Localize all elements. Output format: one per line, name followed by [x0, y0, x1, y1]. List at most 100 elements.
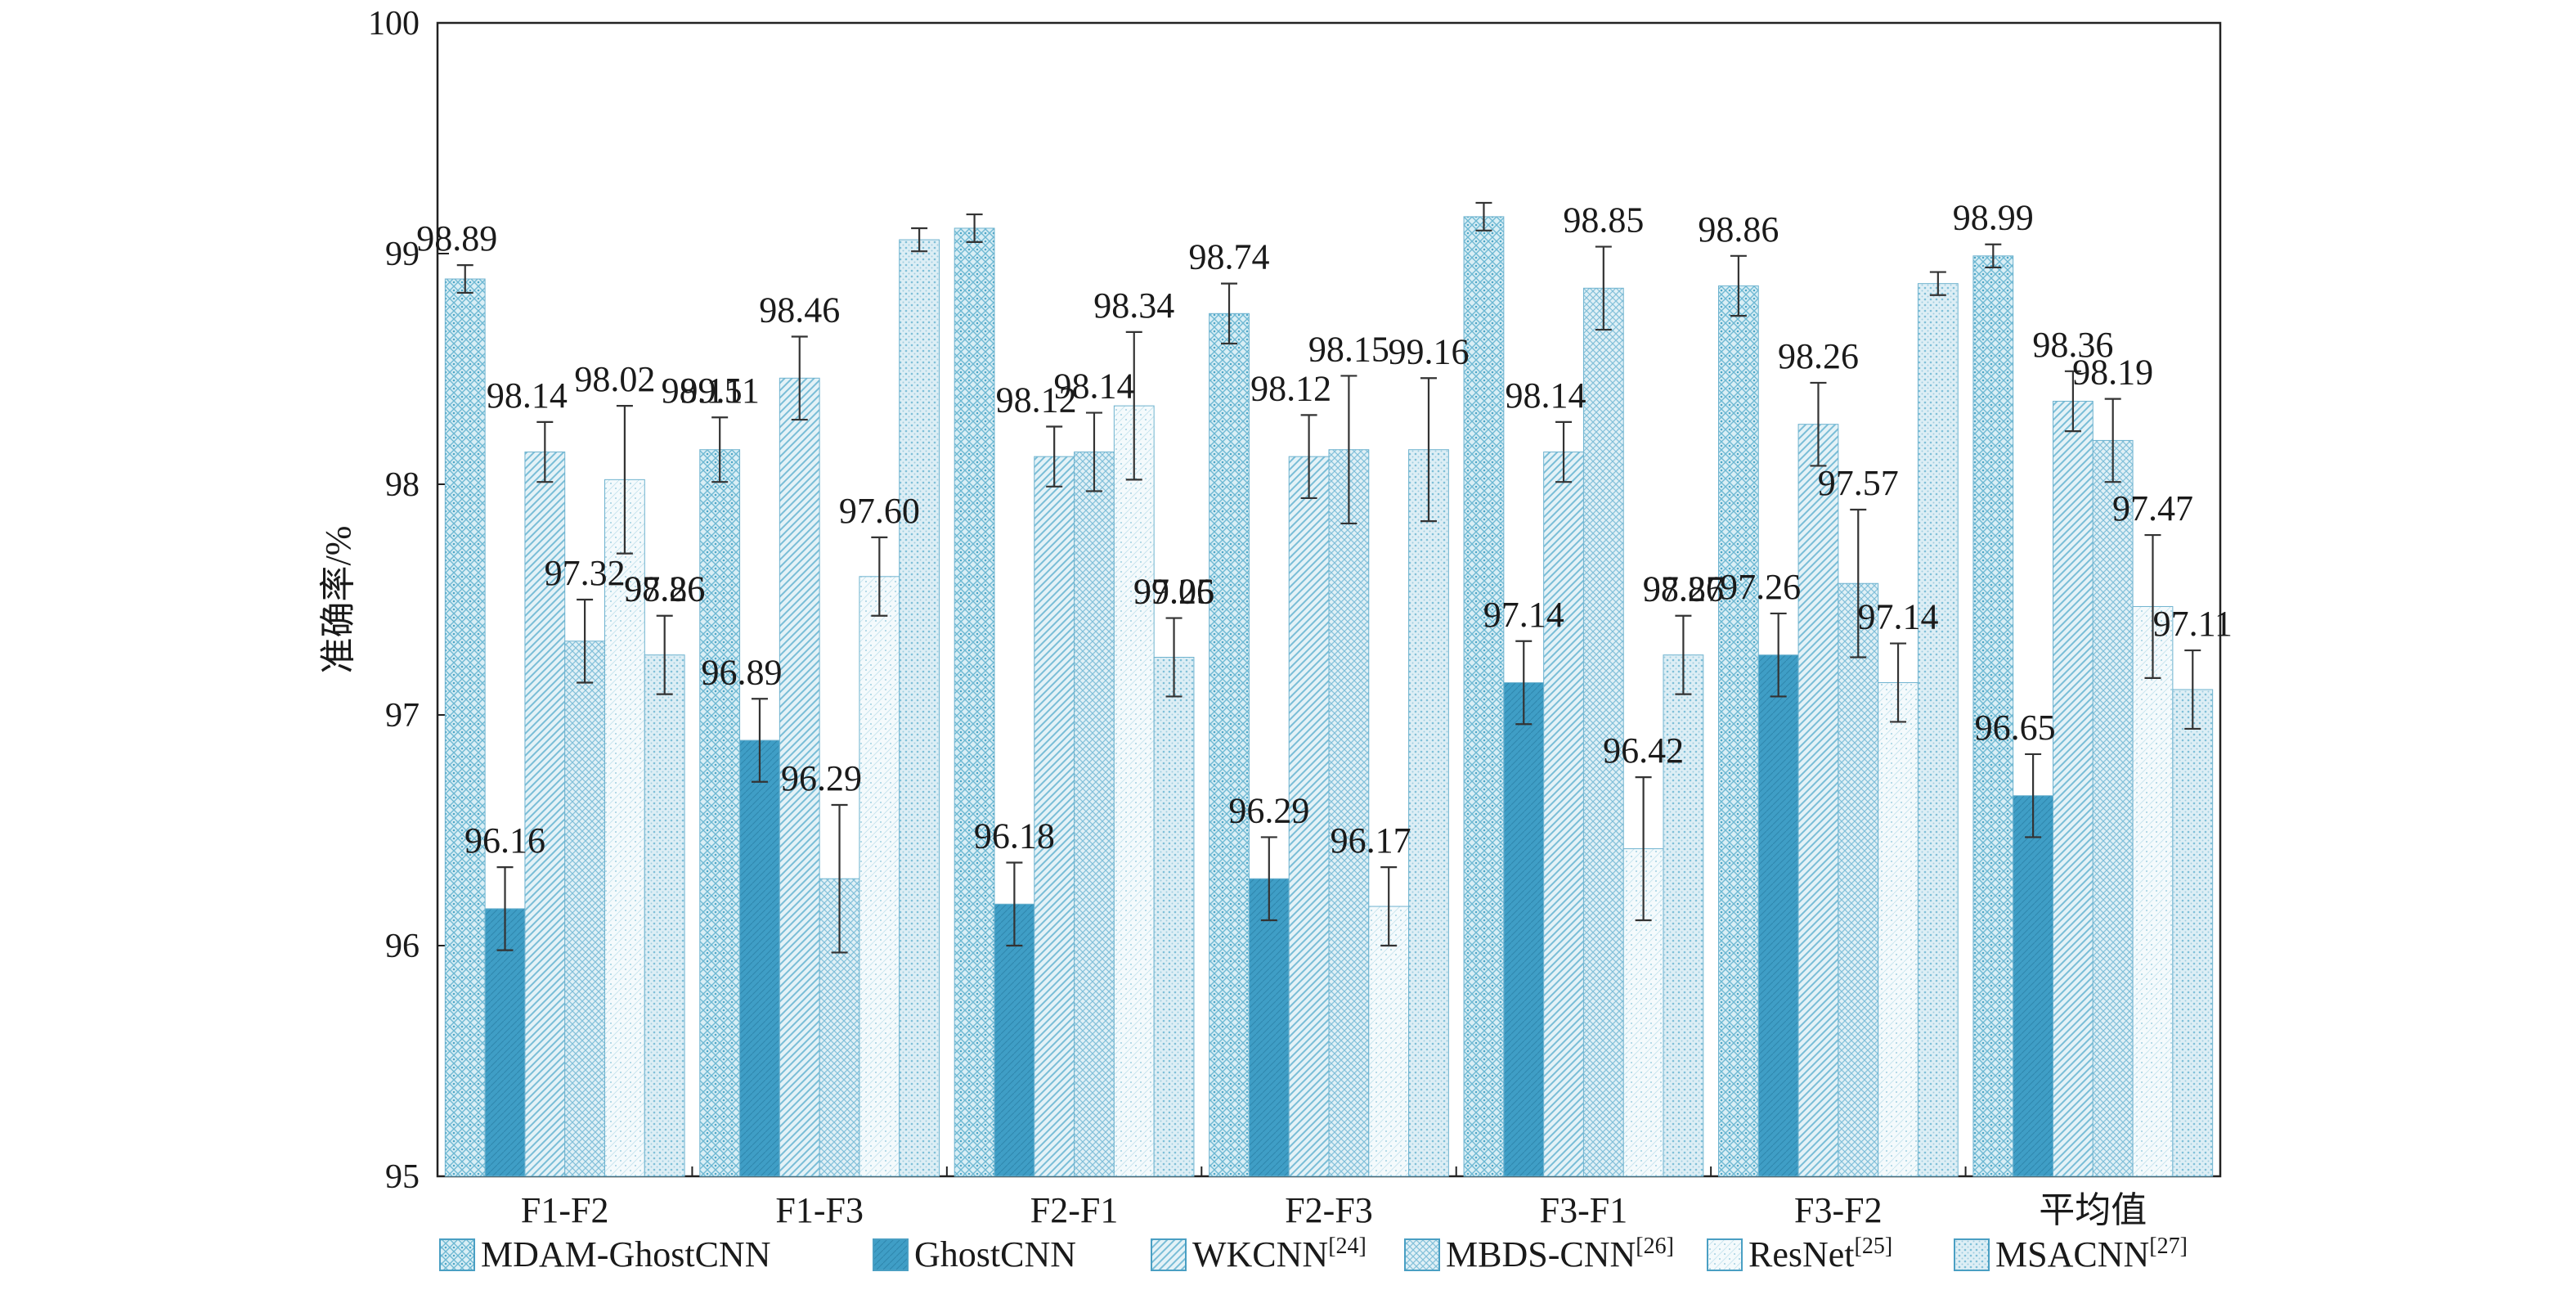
error-bar: [1340, 375, 1358, 525]
legend-label: MSACNN[27]: [1995, 1234, 2188, 1274]
data-label: 98.86: [1698, 209, 1779, 249]
bar-ghostcnn: [2013, 795, 2053, 1177]
bar-ghostcnn: [1757, 654, 1799, 1177]
bar-resnet: [1113, 405, 1155, 1177]
legend-item-wkcnn: WKCNN[24]: [1151, 1234, 1367, 1274]
data-label: 98.12: [996, 380, 1077, 420]
y-tick-label: 100: [368, 5, 420, 43]
error-bar: [791, 335, 808, 421]
error-bar: [1085, 411, 1102, 492]
data-label: 96.65: [1975, 708, 2056, 748]
data-label: 97.11: [2153, 604, 2233, 644]
error-bar: [616, 405, 633, 555]
bar-mbds-cnn: [564, 641, 606, 1177]
data-label: 98.87: [1643, 569, 1724, 609]
error-bar: [1260, 836, 1277, 922]
bar-wkcnn: [2052, 400, 2094, 1177]
data-label: 98.46: [759, 290, 840, 330]
error-bar: [1850, 508, 1867, 658]
data-label: 99.16: [1388, 331, 1469, 371]
error-bar: [656, 614, 673, 695]
y-tick-label: 95: [385, 1158, 420, 1196]
bar-msacnn: [1917, 283, 1959, 1177]
error-bar: [1675, 614, 1692, 695]
y-axis-title: 准确率/%: [318, 526, 358, 674]
error-bar: [2064, 370, 2081, 433]
data-label: 97.32: [545, 553, 626, 593]
legend-swatch: [1151, 1238, 1187, 1271]
data-label: 98.14: [487, 375, 568, 416]
error-bar: [1730, 254, 1747, 317]
data-label: 98.14: [1506, 375, 1586, 416]
error-bar: [1046, 425, 1063, 488]
bar-msacnn: [1408, 449, 1449, 1177]
y-tick-label: 96: [385, 928, 420, 965]
legend-swatch: [1707, 1238, 1743, 1271]
error-bar: [1475, 201, 1492, 231]
bar-wkcnn: [1797, 424, 1839, 1177]
data-label: 98.12: [1250, 368, 1331, 408]
data-label: 96.16: [464, 820, 545, 861]
error-bar: [1890, 642, 1907, 723]
data-label: 98.86: [624, 569, 705, 609]
error-bar: [496, 866, 514, 951]
data-label: 99.06: [1133, 572, 1214, 612]
x-tick-label: F1-F2: [521, 1190, 609, 1230]
bar-resnet: [1878, 682, 1919, 1177]
error-bar: [911, 227, 928, 253]
data-label: 97.14: [1483, 595, 1564, 635]
error-bar: [1929, 271, 1946, 296]
data-label: 98.34: [1093, 285, 1174, 326]
data-label: 98.85: [1563, 200, 1644, 240]
bar-resnet: [1368, 906, 1410, 1177]
legend-swatch: [439, 1238, 475, 1271]
error-bar: [2144, 533, 2161, 679]
bar-wkcnn: [524, 452, 566, 1177]
data-label: 97.57: [1818, 463, 1899, 503]
bar-resnet: [2132, 605, 2174, 1177]
data-label: 96.17: [1331, 820, 1411, 861]
bar-ghostcnn: [484, 908, 526, 1177]
legend-label: GhostCNN: [914, 1234, 1076, 1274]
bar-msacnn: [899, 239, 940, 1177]
bar-ghostcnn: [1503, 682, 1545, 1177]
bar-wkcnn: [779, 377, 820, 1177]
x-tick-label: F3-F1: [1540, 1190, 1628, 1230]
bar-msacnn: [1663, 654, 1704, 1177]
legend: MDAM-GhostCNN GhostCNN WKCNN[24] MBDS-CNN[2…: [439, 1234, 2188, 1274]
data-label: 98.36: [2032, 325, 2113, 365]
data-label: 97.47: [2112, 488, 2193, 528]
error-bar: [1165, 617, 1183, 698]
error-bar: [2184, 649, 2201, 730]
data-label: 97.26: [1643, 569, 1724, 609]
data-label: 99.11: [680, 371, 759, 411]
data-label: 98.02: [574, 359, 655, 399]
error-bar: [577, 598, 594, 684]
bar-mdam-ghostcnn: [444, 278, 486, 1177]
error-bar: [1770, 612, 1787, 698]
bar-mbds-cnn: [1838, 582, 1879, 1177]
data-label: 96.29: [1228, 790, 1309, 830]
data-label: 97.14: [1858, 597, 1939, 637]
error-bar: [711, 416, 729, 483]
data-label: 97.26: [624, 569, 705, 609]
bar-msacnn: [644, 654, 685, 1177]
bar-mbds-cnn: [1328, 449, 1370, 1177]
error-bar: [1300, 414, 1317, 500]
x-tick-label: F3-F2: [1794, 1190, 1883, 1230]
legend-swatch: [1954, 1238, 1990, 1271]
bar-wkcnn: [1034, 456, 1075, 1177]
bar-msacnn: [1153, 657, 1195, 1177]
bar-mdam-ghostcnn: [1463, 216, 1505, 1177]
error-bar: [456, 264, 473, 294]
error-bar: [1635, 776, 1652, 922]
legend-label: MDAM-GhostCNN: [481, 1234, 770, 1274]
x-tick-label: 平均值: [2039, 1190, 2147, 1230]
error-bars-group: [456, 201, 2201, 954]
legend-label: WKCNN[24]: [1192, 1234, 1367, 1274]
data-label: 97.26: [1720, 567, 1801, 607]
error-bar: [966, 213, 983, 243]
bars-group: [444, 216, 2214, 1177]
